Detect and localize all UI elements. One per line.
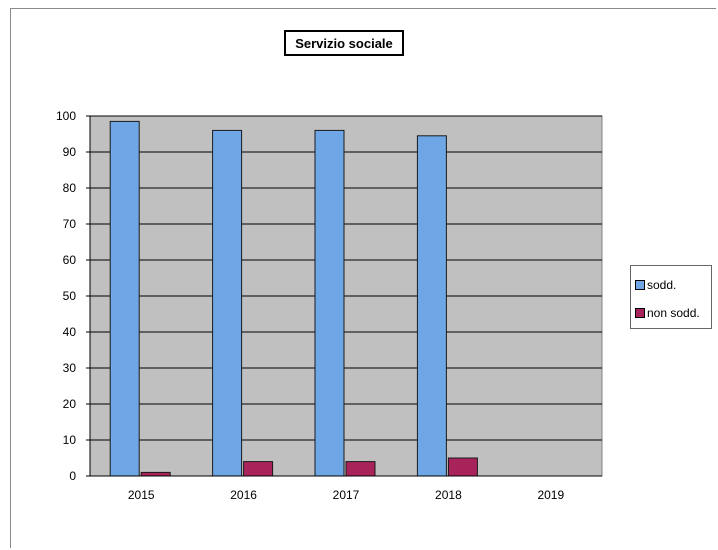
y-tick-label: 80: [63, 181, 77, 195]
legend-item-non-sodd: non sodd.: [635, 306, 700, 320]
y-tick-label: 50: [63, 289, 77, 303]
y-tick-label: 30: [63, 361, 77, 375]
y-tick-label: 90: [63, 145, 77, 159]
y-tick-label: 70: [63, 217, 77, 231]
legend-item-sodd: sodd.: [635, 278, 676, 292]
y-tick-label: 10: [63, 433, 77, 447]
legend: sodd. non sodd.: [630, 265, 712, 329]
bar-non-sodd: [447, 457, 478, 477]
x-axis: 2015 2016 2017 2018 2019: [90, 475, 602, 502]
legend-swatch-non-sodd: [635, 308, 645, 318]
x-tick-label: 2015: [128, 488, 155, 502]
x-tick-label: 2017: [333, 488, 360, 502]
bar-sodd: [109, 120, 140, 477]
legend-label-non-sodd: non sodd.: [647, 306, 700, 320]
y-tick-label: 0: [69, 469, 76, 483]
chart-title: Servizio sociale: [284, 30, 404, 56]
gridlines: [90, 115, 602, 441]
y-tick-label: 20: [63, 397, 77, 411]
bar-non-sodd: [345, 461, 376, 477]
bar-non-sodd: [140, 471, 171, 477]
bar-non-sodd: [243, 461, 274, 477]
x-tick-label: 2016: [230, 488, 257, 502]
y-tick-label: 60: [63, 253, 77, 267]
legend-label-sodd: sodd.: [647, 278, 677, 292]
chart-title-text: Servizio sociale: [295, 35, 393, 51]
bar-sodd: [212, 129, 243, 477]
y-tick-label: 100: [56, 109, 76, 123]
bar-sodd: [416, 135, 447, 477]
x-tick-label: 2018: [435, 488, 462, 502]
bar-sodd: [314, 129, 345, 477]
y-axis: 0 10 20 30 40 50 60 70 80 90 100: [56, 109, 91, 483]
bars: [109, 120, 478, 477]
x-tick-label: 2019: [537, 488, 564, 502]
y-tick-label: 40: [63, 325, 77, 339]
legend-swatch-sodd: [635, 280, 645, 290]
